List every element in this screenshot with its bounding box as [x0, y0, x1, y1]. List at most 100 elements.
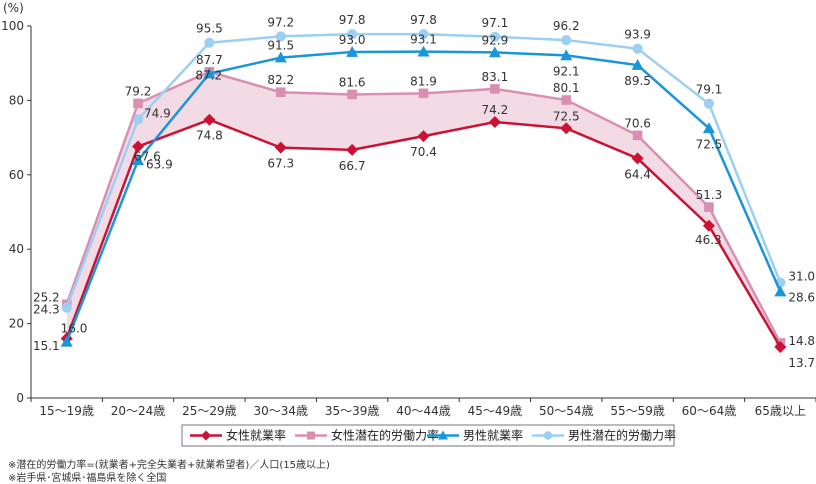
- data-label: 28.6: [788, 291, 815, 305]
- x-tick-label: 25～29歳: [182, 404, 237, 418]
- data-point: [560, 49, 573, 61]
- data-labels-0: 16.0 67.6 74.8 67.3 66.7 70.4 74.2 72.5 64.4 46.3…: [61, 103, 815, 370]
- data-point: [347, 29, 358, 40]
- data-point: [488, 115, 501, 128]
- series-3: [61, 29, 786, 313]
- y-tick-label: 40: [9, 242, 24, 256]
- data-point: [418, 29, 429, 40]
- data-point: [274, 51, 287, 63]
- data-point: [702, 122, 715, 134]
- data-label: 89.5: [624, 74, 651, 88]
- data-label: 91.5: [267, 39, 294, 53]
- legend-entry-label: 男性潜在的労働力率: [568, 428, 676, 443]
- y-tick-label: 80: [9, 93, 24, 107]
- data-label: 97.8: [339, 13, 366, 27]
- x-tick-label: 20～24歳: [111, 404, 166, 418]
- x-tick-label: 55～59歳: [610, 404, 665, 418]
- data-point: [490, 84, 500, 94]
- x-tick-label: 15～19歳: [39, 404, 94, 418]
- legend-entry-label: 女性就業率: [226, 428, 286, 443]
- data-label: 93.1: [410, 33, 437, 47]
- data-label: 51.3: [696, 188, 723, 202]
- data-labels-2: 15.1 63.9 87.2 91.5 93.0 93.1 92.9 92.1 89.5 72.5…: [33, 33, 815, 353]
- data-point: [204, 37, 215, 48]
- footnote-region: ※岩手県･宮城県･福島県を除く全国: [8, 473, 167, 484]
- data-label: 87.7: [196, 53, 223, 67]
- data-point: [346, 46, 359, 57]
- data-label: 79.1: [696, 83, 723, 97]
- data-label: 93.0: [339, 33, 366, 47]
- data-label: 72.5: [696, 137, 723, 151]
- data-point: [489, 31, 500, 42]
- data-point: [133, 98, 143, 109]
- data-point: [275, 87, 286, 98]
- data-labels-3: 24.3 74.9 95.5 97.2 97.8 97.8 97.1 96.2 93.9 79.1…: [33, 13, 815, 316]
- y-axis-unit-label: (%): [3, 1, 24, 15]
- series-2: [60, 45, 787, 347]
- data-point: [560, 122, 573, 135]
- plot-area: 0 20 40 60 80 100 15～19歳 20～24歳 25～29歳 30～34歳 35～3…: [1, 13, 816, 418]
- data-point: [61, 302, 72, 313]
- data-point: [418, 88, 429, 99]
- data-label: 93.9: [624, 28, 651, 42]
- data-point: [561, 95, 572, 105]
- data-label: 25.2: [33, 290, 60, 304]
- x-tick-label: 65歳以上: [755, 404, 806, 418]
- data-label: 81.9: [410, 74, 437, 88]
- data-label: 72.5: [553, 109, 580, 123]
- data-label: 74.2: [482, 103, 509, 117]
- data-label: 74.8: [196, 129, 223, 143]
- data-label: 67.3: [267, 157, 294, 171]
- data-label: 81.6: [339, 75, 366, 89]
- data-point: [275, 31, 286, 42]
- data-point: [703, 98, 715, 109]
- data-label: 13.7: [788, 356, 815, 370]
- data-label: 70.6: [624, 116, 651, 130]
- data-label: 74.9: [144, 106, 171, 120]
- data-label: 24.3: [33, 303, 60, 317]
- data-label: 97.1: [482, 16, 509, 30]
- legend-entry-label: 男性就業率: [463, 428, 523, 443]
- data-point: [488, 46, 501, 58]
- legend: 女性就業率 女性潜在的労働力率 男性就業率 男性潜在的労働力率: [181, 424, 676, 447]
- data-label: 64.4: [624, 167, 651, 181]
- y-tick-label: 100: [1, 19, 24, 33]
- data-label: 63.9: [146, 157, 173, 171]
- data-label: 70.4: [410, 145, 437, 159]
- legend-swatch-marker: [307, 431, 315, 440]
- data-point: [561, 35, 572, 46]
- data-label: 67.6: [134, 150, 161, 164]
- legend-entry-label: 女性潜在的労働力率: [331, 428, 439, 443]
- data-point: [274, 141, 287, 154]
- data-label: 87.2: [195, 69, 222, 83]
- data-label: 66.7: [339, 159, 366, 173]
- data-label: 80.1: [553, 81, 580, 95]
- data-point: [132, 140, 145, 153]
- legend-swatch-marker: [201, 430, 211, 441]
- data-label: 92.1: [553, 64, 580, 78]
- data-label: 96.2: [553, 19, 580, 33]
- data-label: 31.0: [788, 270, 815, 284]
- data-point: [346, 143, 359, 156]
- data-point: [132, 114, 144, 125]
- legend-swatch-marker: [438, 430, 448, 440]
- data-label: 97.8: [410, 13, 437, 27]
- x-tick-label: 40～44歳: [396, 404, 451, 418]
- data-label: 46.3: [695, 233, 722, 247]
- shaded-gap-area: [66, 71, 781, 348]
- data-labels-1: 25.2 79.2 87.7 82.2 81.6 81.9 83.1 80.1 70.6 51.3…: [33, 53, 815, 348]
- data-label: 92.9: [482, 33, 509, 47]
- x-tick-label: 50～54歳: [539, 404, 594, 418]
- data-label: 15.1: [33, 339, 60, 353]
- x-tick-label: 30～34歳: [253, 404, 308, 418]
- data-point: [203, 67, 216, 79]
- data-label: 82.2: [267, 73, 294, 87]
- legend-swatch-marker: [543, 431, 553, 440]
- data-label: 14.8: [788, 334, 815, 348]
- data-point: [417, 45, 430, 57]
- x-tick-label: 45～49歳: [468, 404, 523, 418]
- y-tick-label: 60: [9, 168, 24, 182]
- data-point: [774, 285, 787, 297]
- data-point: [203, 113, 216, 126]
- y-tick-label: 0: [16, 391, 24, 405]
